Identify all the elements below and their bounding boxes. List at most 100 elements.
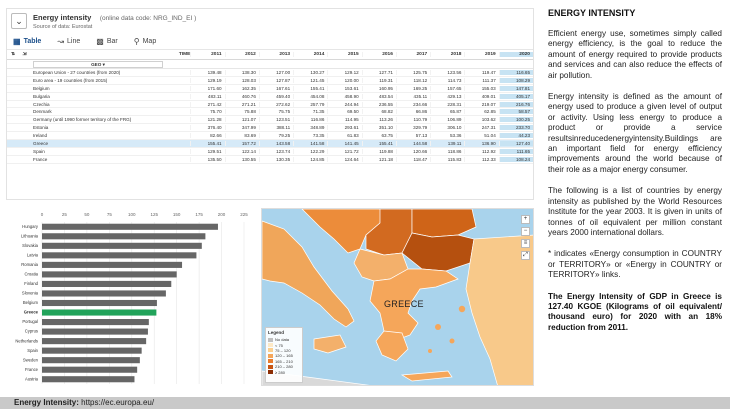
chevron-down-icon[interactable]: ⌄ (11, 13, 27, 29)
bar-spain[interactable] (42, 347, 142, 354)
source-label: Source of data: Eurostat (33, 23, 93, 30)
bar-croatia[interactable] (42, 271, 177, 278)
bar-latvia[interactable] (42, 252, 197, 259)
bar-greece[interactable] (42, 309, 157, 316)
sort-icon[interactable]: ⇅ (11, 52, 16, 57)
table-cell: 119.31 (361, 77, 396, 83)
legend-items: No data < 75 75 – 120 120 – 165 165 – 210 210… (268, 337, 300, 375)
legend-item: 210 – 280 (268, 364, 300, 369)
table-cell: 112.92 (464, 148, 498, 154)
fullscreen-icon[interactable]: ⤢ (521, 251, 530, 260)
table-row[interactable]: Estonia 376.40 347.99 388.11 348.89 293.61 351… (7, 124, 533, 133)
table-row[interactable]: Ireland 82.66 83.69 79.25 73.35 61.83 63.75 57.… (7, 132, 533, 141)
year-header[interactable]: 2011 (190, 52, 224, 57)
bar-portugal[interactable] (42, 319, 149, 326)
table-cell: 129.19 (190, 77, 224, 83)
table-cell: 118.86 (430, 148, 464, 154)
bar-netherlands[interactable] (42, 338, 147, 345)
article-paragraph: The following is a list of countries by … (548, 186, 722, 237)
time-header: TIME (178, 52, 191, 57)
year-header[interactable]: 2019 (464, 52, 498, 57)
layers-icon[interactable]: ≡ (521, 239, 530, 248)
year-header[interactable]: 2018 (430, 52, 464, 57)
region-island[interactable] (458, 305, 466, 313)
table-cell: 244.94 (327, 101, 361, 107)
region-crete[interactable] (400, 370, 453, 382)
year-header[interactable]: 2016 (361, 52, 396, 57)
table-row[interactable]: Spain 129.51 122.14 123.74 122.29 121.72 119.8… (7, 148, 533, 156)
table-cell: 130.55 (224, 156, 259, 162)
table-cell: 347.99 (224, 125, 259, 131)
minus-icon[interactable]: − (521, 227, 530, 236)
table-row[interactable]: France 135.50 130.55 130.35 124.85 124.64 121.… (7, 156, 533, 164)
source-link[interactable]: https://ec.europa.eu/ (81, 398, 155, 407)
year-header[interactable]: 2013 (258, 52, 293, 57)
legend-title: Legend (268, 330, 285, 335)
tab-bar[interactable]: ▩ Bar (96, 37, 117, 46)
table-row[interactable]: Belgium 171.60 162.35 167.61 155.41 153.61 160… (7, 85, 533, 93)
region-italy[interactable] (262, 220, 355, 328)
table-cell: 121.45 (293, 77, 327, 83)
tab-line[interactable]: ↝ Line (57, 37, 80, 46)
geo-filter[interactable]: GEO ▾ (33, 60, 163, 68)
bar-lithuania[interactable] (42, 233, 206, 240)
table-cell: 119.47 (464, 69, 498, 75)
x-tick-label: 100 (128, 212, 136, 217)
table-row[interactable]: Germany (until 1990 former territory of … (7, 116, 533, 125)
table-row[interactable]: Czechia 271.42 271.21 272.62 257.79 244.94 236… (7, 101, 533, 109)
bar-cyprus[interactable] (42, 328, 148, 335)
expand-icon[interactable]: ⇲ (22, 52, 27, 57)
year-header[interactable]: 2020 (498, 52, 533, 57)
bar-austria[interactable] (42, 376, 135, 383)
table-row[interactable]: Greece 155.41 157.72 143.58 141.58 141.45 155.… (7, 140, 533, 148)
table-cell: 108.24 (498, 156, 533, 162)
table-cell: 138.30 (224, 69, 259, 75)
row-label: Bulgaria (33, 93, 50, 99)
map-canvas[interactable] (262, 209, 534, 386)
table-cell: 75.75 (258, 109, 293, 115)
bar-slovakia[interactable] (42, 242, 202, 249)
table-cell: 155.41 (293, 85, 327, 91)
table-cell: 82.66 (190, 133, 224, 139)
bar-hungary[interactable] (42, 223, 218, 230)
bar-finland[interactable] (42, 280, 172, 287)
region-turkey[interactable] (465, 234, 534, 386)
table-cell: 63.75 (361, 133, 396, 139)
table-row[interactable]: European Union - 27 countries (from 2020… (7, 69, 533, 77)
region-island[interactable] (428, 349, 432, 353)
table-cell: 62.85 (464, 109, 498, 115)
table-cell: 114.95 (327, 117, 361, 123)
region-sicily[interactable] (313, 334, 347, 354)
region-island[interactable] (449, 338, 455, 344)
region-greece[interactable] (369, 268, 459, 342)
tab-table[interactable]: ▦ Table (13, 37, 41, 46)
table-cell: 143.58 (258, 140, 293, 146)
year-header[interactable]: 2014 (293, 52, 327, 57)
table-row[interactable]: Euro area - 19 countries (from 2015) 129.… (7, 77, 533, 85)
map-panel[interactable]: GREECE + − ≡ ⤢ Legend No data < 75 75 – 12… (261, 208, 534, 386)
plus-icon[interactable]: + (521, 215, 530, 224)
region-peloponnese[interactable] (375, 330, 409, 362)
legend-label: ≥ 280 (275, 369, 285, 375)
bar-sweden[interactable] (42, 357, 140, 364)
table-cell: 141.58 (293, 140, 327, 146)
table-row[interactable]: Denmark 75.70 75.88 75.75 71.35 69.50 68.82 66.… (7, 108, 533, 117)
year-header[interactable]: 2017 (395, 52, 430, 57)
table-cell: 66.86 (395, 109, 430, 115)
region-island[interactable] (435, 324, 441, 330)
bar-romania[interactable] (42, 261, 183, 268)
bar-chart-icon: ▩ (96, 36, 104, 46)
bar-france[interactable] (42, 366, 138, 373)
table-cell: 112.33 (464, 156, 498, 162)
bar-slovenia[interactable] (42, 290, 166, 297)
table-row[interactable]: Bulgaria 483.11 460.76 459.40 454.08 458.90 48… (7, 93, 533, 101)
table-cell: 147.81 (498, 85, 533, 91)
year-header[interactable]: 2012 (224, 52, 259, 57)
tab-map-label: Map (142, 37, 157, 45)
table-cell: 167.61 (258, 85, 293, 91)
bar-chart: 0 25 50 75 100 125 150 175 200 225 Hungary Lithuani… (15, 212, 248, 384)
tab-map[interactable]: ⚲ Map (134, 37, 156, 46)
geo-label: GEO (91, 61, 102, 67)
bar-belgium[interactable] (42, 299, 157, 307)
year-header[interactable]: 2015 (327, 52, 361, 57)
